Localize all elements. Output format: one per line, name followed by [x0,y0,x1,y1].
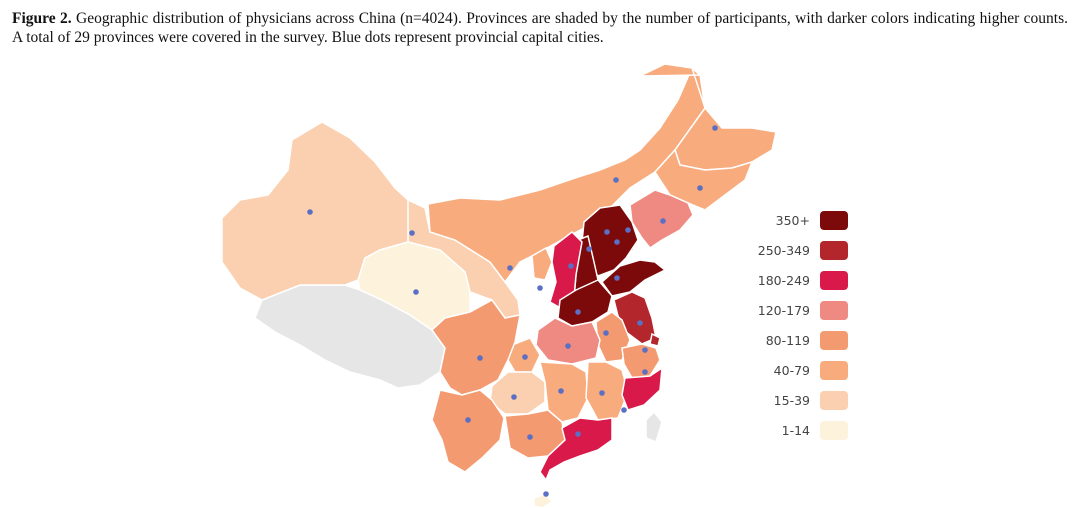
capital-dot [527,434,533,440]
legend-label: 120-179 [757,303,810,318]
capital-dot [511,394,517,400]
legend-item: 180-249 [748,268,858,298]
region-zhejiang [621,343,661,379]
region-heilongjiang [639,63,777,171]
legend-label: 250-349 [757,243,810,258]
legend-label: 1-14 [781,423,810,438]
legend-item: 120-179 [748,298,858,328]
map-legend: 350+ 250-349 180-249 120-179 80-119 40-79 15-3… [748,208,858,448]
legend-label: 40-79 [773,363,810,378]
region-guangdong [539,417,613,482]
capital-dot [465,417,471,423]
capital-dot [565,343,571,349]
capital-dots [307,125,718,497]
region-fujian [621,366,663,411]
capital-dot [642,347,648,353]
legend-swatch [820,211,848,230]
legend-swatch [820,361,848,380]
capital-dot [537,285,543,291]
capital-dot [613,177,619,183]
capital-dot [599,390,605,396]
capital-dot [558,388,564,394]
capital-dot [477,355,483,361]
capital-dot [642,369,648,375]
capital-dot [697,185,703,191]
legend-swatch [820,271,848,290]
legend-item: 80-119 [748,328,858,358]
region-tibet [254,284,446,389]
capital-dot [568,263,574,269]
region-taiwan [645,410,663,444]
legend-swatch [820,421,848,440]
legend-item: 15-39 [748,388,858,418]
legend-label: 80-119 [765,333,810,348]
region-ningxia [531,246,553,281]
capital-dot [575,309,581,315]
capital-dot [614,239,620,245]
legend-label: 15-39 [773,393,810,408]
figure-caption: Figure 2. Geographic distribution of phy… [12,9,1068,47]
legend-swatch [820,241,848,260]
capital-dot [625,227,631,233]
legend-label: 350+ [775,213,810,228]
region-henan [557,279,613,327]
figure-label: Figure 2. [12,10,72,27]
legend-swatch [820,391,848,410]
legend-swatch [820,331,848,350]
capital-dot [413,289,419,295]
region-sichuan [431,299,521,396]
region-jiangxi [585,361,629,421]
capital-dot [637,320,643,326]
capital-dot [575,431,581,437]
legend-item: 1-14 [748,418,858,448]
legend-label: 180-249 [757,273,810,288]
capital-dot [660,218,666,224]
capital-dot [614,275,620,281]
capital-dot [604,229,610,235]
capital-dot [712,125,718,131]
capital-dot [586,246,592,252]
legend-swatch [820,301,848,320]
legend-item: 250-349 [748,238,858,268]
capital-dot [603,330,609,336]
region-hainan [533,493,554,508]
capital-dot [543,491,549,497]
region-shanghai [649,332,661,347]
capital-dot [307,209,313,215]
region-yunnan [431,389,505,473]
caption-text: Geographic distribution of physicians ac… [12,10,1068,46]
capital-dot [507,265,513,271]
region-hubei [535,317,601,365]
capital-dot [522,354,528,360]
legend-item: 350+ [748,208,858,238]
region-shandong [600,259,667,297]
capital-dot [409,230,415,236]
legend-item: 40-79 [748,358,858,388]
region-hunan [539,361,589,423]
capital-dot [621,407,627,413]
